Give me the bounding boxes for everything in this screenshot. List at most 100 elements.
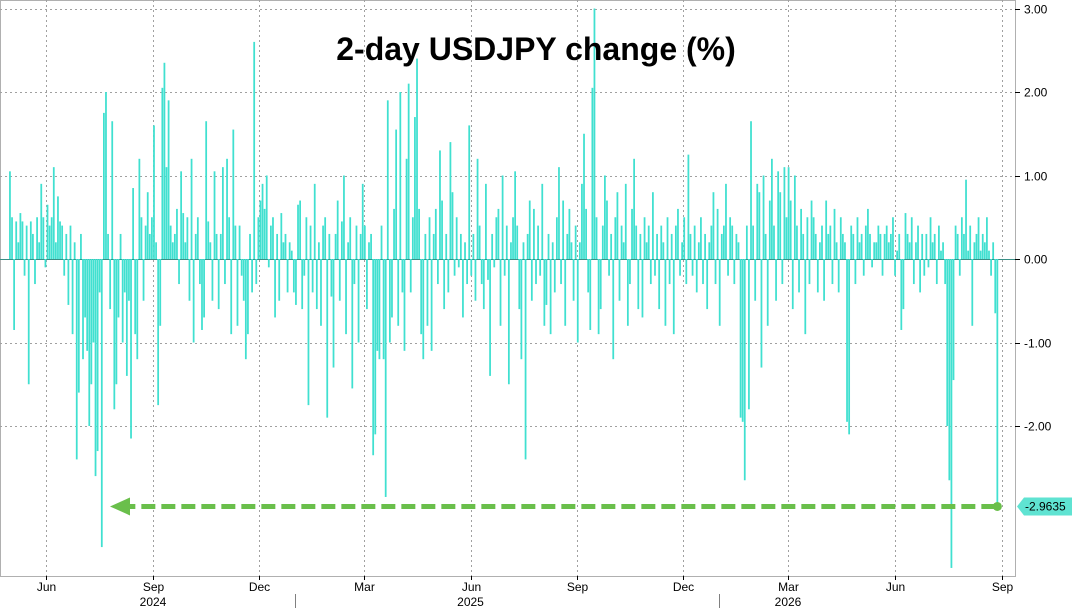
bar <box>336 200 339 259</box>
bar <box>591 87 594 259</box>
bar <box>956 233 959 259</box>
bar <box>439 150 441 259</box>
bar <box>873 242 876 259</box>
bar <box>898 233 901 259</box>
bar <box>796 225 798 259</box>
y-tick-label: 1.00 <box>1024 170 1048 184</box>
bar <box>199 259 201 285</box>
bar <box>854 259 857 285</box>
bar <box>689 233 692 259</box>
bar <box>649 259 652 285</box>
bar <box>798 259 800 293</box>
bar <box>334 233 337 259</box>
bar <box>420 259 423 335</box>
bar <box>988 250 990 259</box>
bar <box>134 259 137 335</box>
bar <box>142 259 145 301</box>
bar <box>284 233 287 259</box>
bar <box>806 217 809 259</box>
bar <box>931 242 934 259</box>
bar <box>426 259 429 326</box>
x-tick-label: Jun <box>37 580 56 594</box>
bar <box>476 158 479 259</box>
bar <box>507 259 510 385</box>
bar <box>462 259 464 318</box>
bar <box>599 259 602 310</box>
bar <box>877 225 880 259</box>
bar <box>153 125 155 260</box>
bar <box>718 259 721 326</box>
bar <box>545 259 548 305</box>
bar <box>136 259 139 360</box>
bar <box>892 217 894 259</box>
bar <box>100 259 103 548</box>
bar <box>13 259 15 330</box>
bar <box>810 200 813 259</box>
bar <box>589 259 592 330</box>
bar <box>973 242 976 259</box>
bar <box>754 259 757 301</box>
bar <box>105 92 107 259</box>
bar <box>587 259 590 293</box>
bar <box>480 259 483 285</box>
bar <box>113 259 116 410</box>
bar <box>357 259 360 343</box>
bar <box>343 175 345 259</box>
bar <box>226 158 228 259</box>
bar <box>952 259 955 381</box>
bar <box>361 183 364 259</box>
bar <box>720 233 723 259</box>
bar <box>501 175 504 259</box>
bar <box>345 259 347 335</box>
bar <box>305 217 308 259</box>
annotation-arrowhead <box>110 497 130 516</box>
bar <box>29 221 32 259</box>
bar <box>322 225 324 259</box>
bar <box>441 200 443 259</box>
bar <box>593 8 596 259</box>
bar <box>833 208 836 259</box>
bar <box>176 208 178 259</box>
bar <box>92 259 95 343</box>
bar <box>171 242 174 259</box>
bar <box>48 225 51 259</box>
bar <box>917 225 919 259</box>
bar <box>186 217 189 259</box>
bar <box>581 183 583 259</box>
bar <box>403 259 406 351</box>
bar <box>221 167 224 259</box>
bar <box>752 225 754 259</box>
bar <box>831 259 834 285</box>
bar <box>647 225 650 259</box>
bar <box>98 259 101 293</box>
bar <box>234 225 237 259</box>
bar <box>286 259 289 293</box>
bar <box>681 242 684 259</box>
bar <box>537 225 539 259</box>
bar <box>495 217 498 259</box>
bar <box>706 259 709 310</box>
bar <box>159 259 162 326</box>
bar <box>564 259 567 326</box>
y-axis: 3.00 2.00 1.00 0.00 -1.00 -2.00 <box>1015 3 1052 434</box>
bar <box>27 259 30 385</box>
bar <box>82 259 84 360</box>
bar <box>84 259 86 318</box>
bar <box>148 233 151 259</box>
bar <box>954 225 957 259</box>
bar <box>290 250 293 259</box>
bar <box>228 217 231 259</box>
bar <box>52 167 55 259</box>
bar <box>942 242 944 259</box>
x-tick-label: Dec <box>673 580 694 594</box>
bar <box>864 225 867 259</box>
bar <box>923 259 926 276</box>
bar <box>71 259 74 335</box>
bar <box>257 217 260 259</box>
bar <box>472 233 475 259</box>
y-tick-label: 2.00 <box>1024 86 1048 100</box>
bar <box>687 154 690 260</box>
bar <box>232 129 235 259</box>
bar <box>347 242 350 259</box>
bar <box>526 233 529 259</box>
